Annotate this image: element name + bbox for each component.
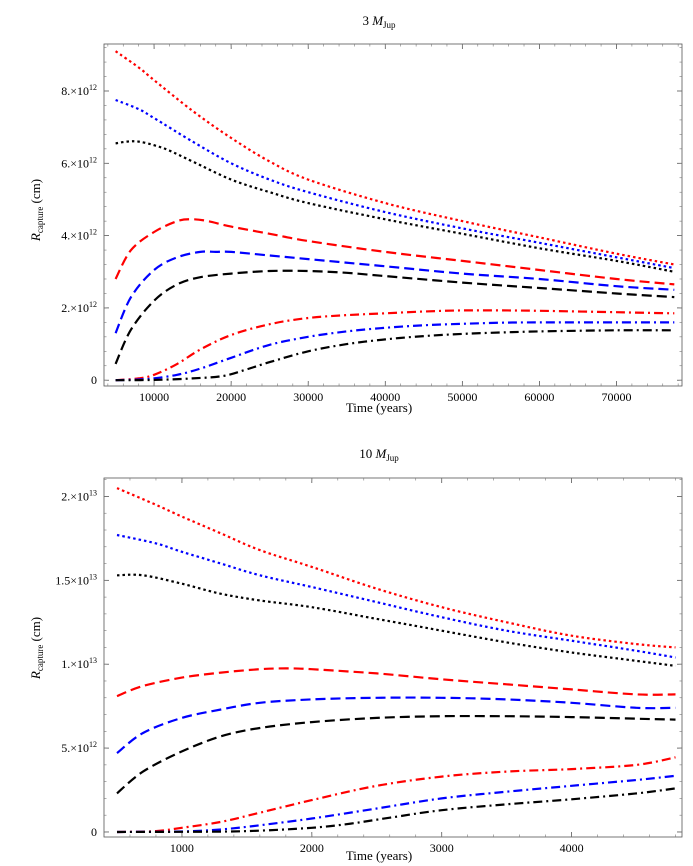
series-line-dashdot-7	[116, 774, 676, 834]
series-line-dash-3	[114, 218, 675, 286]
x-tick-label: 70000	[601, 390, 631, 404]
series-line-dot-1	[116, 533, 676, 659]
series-line-dash-3	[116, 667, 676, 698]
x-tick-label: 50000	[447, 390, 477, 404]
y-tick-label: 5.×1012	[61, 740, 97, 755]
x-axis-label: Time (years)	[346, 400, 412, 415]
series-line-dot-2	[115, 140, 675, 273]
y-tick-label: 0	[91, 373, 97, 387]
y-tick-label: 2.×1013	[61, 488, 97, 503]
plot-frame	[103, 477, 683, 838]
chart-title: 10 MJup	[359, 446, 399, 463]
series-line-dot-1	[115, 98, 675, 270]
y-tick-label: 1.5×1013	[55, 572, 97, 587]
chart-panel-10mjup: 10 MJup 1000 2000 3000 4000 0 5.×1012 1.×1013 1…	[0, 433, 693, 866]
x-tick-label: 20000	[216, 390, 246, 404]
x-tick-label: 3000	[430, 841, 454, 855]
series-line-dashdot-8	[115, 329, 675, 382]
series-line-dot-2	[116, 573, 676, 667]
chart-panel-3mjup: 3 MJup 10000 20000 30000 40000 50000 60000 700…	[0, 0, 693, 420]
series-line-dashdot-7	[115, 321, 675, 382]
series-line-dash-4	[116, 696, 676, 754]
series-line-dash-5	[116, 714, 676, 795]
y-tick-label: 6.×1012	[61, 155, 97, 170]
line-chart-10mjup: 10 MJup 1000 2000 3000 4000 0 5.×1012 1.×1013 1…	[28, 446, 683, 863]
series-line-dash-4	[114, 250, 675, 334]
series-line-dashdot-6	[116, 756, 676, 834]
line-chart-3mjup: 3 MJup 10000 20000 30000 40000 50000 60000 700…	[28, 13, 683, 415]
y-tick-label: 8.×1012	[61, 83, 97, 98]
x-tick-label: 10000	[139, 390, 169, 404]
y-axis-label: Rcapture (cm)	[28, 617, 45, 680]
series-line-dot-0	[114, 50, 675, 266]
x-tick-label: 40000	[370, 390, 400, 404]
y-tick-label: 1.×1013	[61, 656, 97, 671]
x-tick-label: 30000	[293, 390, 323, 404]
y-tick-label: 0	[91, 825, 97, 839]
x-tick-label: 1000	[170, 841, 194, 855]
series-line-dashdot-6	[115, 309, 675, 382]
series-line-dash-5	[114, 269, 675, 365]
series-line-dashdot-8	[116, 787, 676, 834]
y-tick-label: 2.×1012	[61, 300, 97, 315]
x-tick-label: 4000	[560, 841, 584, 855]
x-axis-label: Time (years)	[346, 848, 412, 863]
series-line-dot-0	[116, 487, 676, 649]
chart-title: 3 MJup	[362, 13, 396, 30]
x-tick-label: 60000	[524, 390, 554, 404]
y-axis-label: Rcapture (cm)	[28, 179, 45, 242]
y-tick-label: 4.×1012	[61, 228, 97, 243]
plot-frame	[103, 43, 683, 387]
x-tick-label: 2000	[300, 841, 324, 855]
